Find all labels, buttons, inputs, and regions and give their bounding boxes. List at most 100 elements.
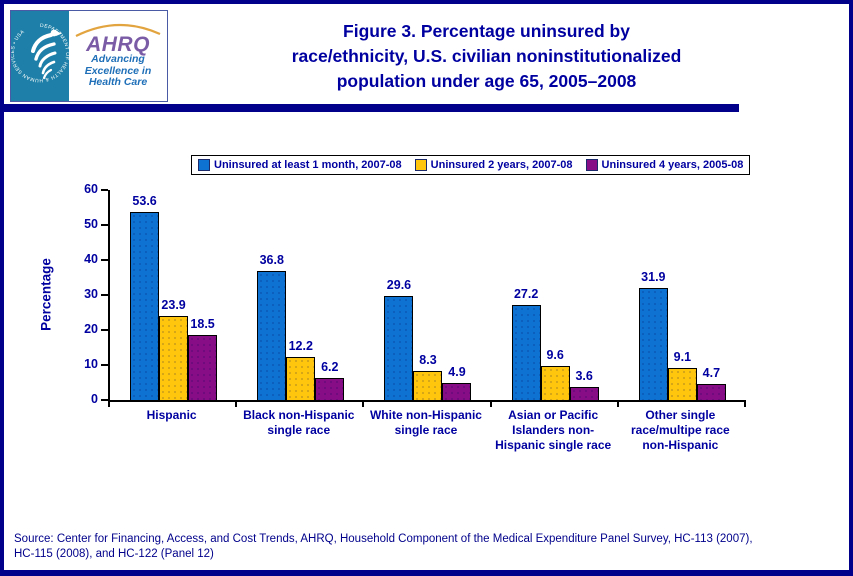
figure-title: Figure 3. Percentage uninsured by race/et… bbox=[124, 19, 849, 94]
tagline-line: Advancing bbox=[91, 53, 145, 66]
y-axis-title: Percentage bbox=[38, 258, 54, 331]
bar: 31.9 bbox=[638, 270, 668, 400]
category-line: Asian or Pacific bbox=[508, 408, 599, 422]
x-axis-category-labels: Hispanic Black non-Hispanic single race Whi… bbox=[108, 408, 744, 453]
ahrq-acronym: AHRQ bbox=[86, 33, 150, 57]
x-tick-mark bbox=[362, 400, 364, 407]
category-label: White non-Hispanic single race bbox=[362, 408, 489, 453]
bar-value-label: 4.7 bbox=[702, 365, 721, 380]
source-line: HC-115 (2008), and HC-122 (Panel 12) bbox=[14, 547, 214, 560]
plot-area: 53.6 23.9 18.5 36.8 12.2 6.2 29.6 8.3 4.9 27.2 9.6… bbox=[84, 182, 746, 407]
legend-label: Uninsured at least 1 month, 2007-08 bbox=[214, 159, 402, 171]
y-tick-label: 50 bbox=[84, 217, 98, 231]
bar-value-label: 23.9 bbox=[161, 298, 186, 313]
ahrq-hhs-logo: DEPARTMENT OF HEALTH & HUMAN SERVICES • … bbox=[10, 10, 168, 102]
bar: 23.9 bbox=[159, 298, 189, 400]
bar: 6.2 bbox=[315, 360, 345, 400]
y-tick-mark bbox=[101, 294, 108, 296]
x-tick-mark bbox=[235, 400, 237, 407]
bar: 12.2 bbox=[286, 339, 316, 400]
bar-value-label: 29.6 bbox=[386, 278, 412, 293]
bar-group: 53.6 23.9 18.5 bbox=[110, 190, 237, 400]
category-label: Black non-Hispanic single race bbox=[235, 408, 362, 453]
bar: 3.6 bbox=[569, 369, 599, 400]
y-tick-label: 0 bbox=[91, 392, 98, 406]
legend-item: Uninsured at least 1 month, 2007-08 bbox=[198, 159, 402, 171]
ahrq-wordmark: AHRQ Advancing Excellence in Health Care bbox=[69, 11, 167, 101]
hhs-seal: DEPARTMENT OF HEALTH & HUMAN SERVICES • … bbox=[11, 11, 69, 101]
category-line: Black non-Hispanic bbox=[243, 408, 355, 422]
bar-value-label: 6.2 bbox=[321, 360, 339, 375]
category-line: White non-Hispanic bbox=[369, 408, 482, 422]
bar: 53.6 bbox=[130, 194, 160, 400]
y-tick-mark bbox=[101, 399, 108, 401]
figure-canvas: DEPARTMENT OF HEALTH & HUMAN SERVICES • … bbox=[4, 4, 849, 570]
title-line: Figure 3. Percentage uninsured by bbox=[343, 21, 630, 41]
title-line: population under age 65, 2005–2008 bbox=[336, 71, 637, 91]
bar-value-label: 3.6 bbox=[575, 369, 593, 384]
bar: 27.2 bbox=[511, 287, 541, 400]
category-line: single race bbox=[394, 423, 458, 437]
category-line: Hispanic single race bbox=[495, 438, 612, 452]
bar-value-label: 18.5 bbox=[190, 317, 215, 332]
bar: 29.6 bbox=[384, 278, 414, 400]
bar: 4.9 bbox=[442, 365, 472, 400]
bar-value-label: 8.3 bbox=[419, 352, 437, 367]
legend-swatch bbox=[198, 159, 210, 171]
ahrq-arc-icon bbox=[75, 24, 161, 38]
tagline-line: Excellence in bbox=[84, 64, 152, 77]
bar-group: 27.2 9.6 3.6 bbox=[492, 190, 619, 400]
x-tick-mark bbox=[744, 400, 746, 407]
legend-swatch bbox=[414, 159, 427, 171]
chart-legend: Uninsured at least 1 month, 2007-08 Unins… bbox=[191, 155, 751, 175]
bar-value-label: 31.9 bbox=[641, 270, 666, 285]
legend-item: Uninsured 2 years, 2007-08 bbox=[414, 159, 573, 171]
bar-group: 29.6 8.3 4.9 bbox=[364, 190, 491, 400]
y-tick-mark bbox=[101, 189, 108, 191]
hhs-eagle-icon: DEPARTMENT OF HEALTH & HUMAN SERVICES • … bbox=[11, 23, 69, 83]
bar: 9.6 bbox=[540, 348, 570, 400]
legend-label: Uninsured 4 years, 2005-08 bbox=[601, 159, 744, 171]
source-line: Source: Center for Financing, Access, an… bbox=[14, 533, 753, 545]
category-line: Other single bbox=[645, 408, 716, 422]
x-tick-mark bbox=[490, 400, 492, 407]
title-line: race/ethnicity, U.S. civilian noninstitu… bbox=[291, 46, 682, 66]
bar: 18.5 bbox=[188, 317, 218, 400]
bar: 4.7 bbox=[696, 366, 726, 400]
category-label: Other single race/multipe race non-Hispani… bbox=[617, 408, 744, 453]
y-tick-label: 30 bbox=[84, 287, 98, 301]
bar-value-label: 4.9 bbox=[448, 364, 466, 379]
bar-value-label: 12.2 bbox=[288, 339, 313, 354]
bar: 9.1 bbox=[667, 350, 697, 400]
category-line: non-Hispanic bbox=[642, 438, 719, 452]
y-tick-label: 60 bbox=[84, 182, 98, 196]
bar-value-label: 36.8 bbox=[259, 253, 284, 268]
source-note: Source: Center for Financing, Access, an… bbox=[14, 532, 842, 561]
bar: 36.8 bbox=[257, 253, 287, 400]
category-line: Islanders non- bbox=[512, 423, 595, 437]
bar-value-label: 9.1 bbox=[673, 350, 692, 365]
category-label: Asian or Pacific Islanders non- Hispanic s… bbox=[490, 408, 617, 453]
header-divider-bar bbox=[4, 104, 739, 112]
y-tick-mark bbox=[101, 224, 108, 226]
y-tick-label: 20 bbox=[84, 322, 98, 336]
y-tick-label: 40 bbox=[84, 252, 98, 266]
y-tick-mark bbox=[101, 259, 108, 261]
legend-swatch bbox=[585, 159, 598, 171]
bar-value-label: 53.6 bbox=[132, 194, 157, 209]
category-label: Hispanic bbox=[108, 408, 235, 453]
category-line: single race bbox=[267, 423, 331, 437]
bar-value-label: 27.2 bbox=[513, 286, 539, 301]
bar-groups: 53.6 23.9 18.5 36.8 12.2 6.2 29.6 8.3 4.9 27.2 9.6… bbox=[110, 190, 746, 400]
legend-label: Uninsured 2 years, 2007-08 bbox=[430, 159, 573, 171]
bar-value-label: 9.6 bbox=[546, 348, 564, 363]
x-tick-mark bbox=[108, 400, 110, 407]
category-line: Hispanic bbox=[146, 408, 197, 422]
legend-item: Uninsured 4 years, 2005-08 bbox=[585, 159, 744, 171]
ahrq-tagline: Advancing Excellence in Health Care bbox=[85, 54, 152, 89]
y-tick-label: 10 bbox=[84, 357, 98, 371]
y-tick-mark bbox=[101, 329, 108, 331]
tagline-line: Health Care bbox=[88, 76, 148, 89]
bar-group: 36.8 12.2 6.2 bbox=[237, 190, 364, 400]
